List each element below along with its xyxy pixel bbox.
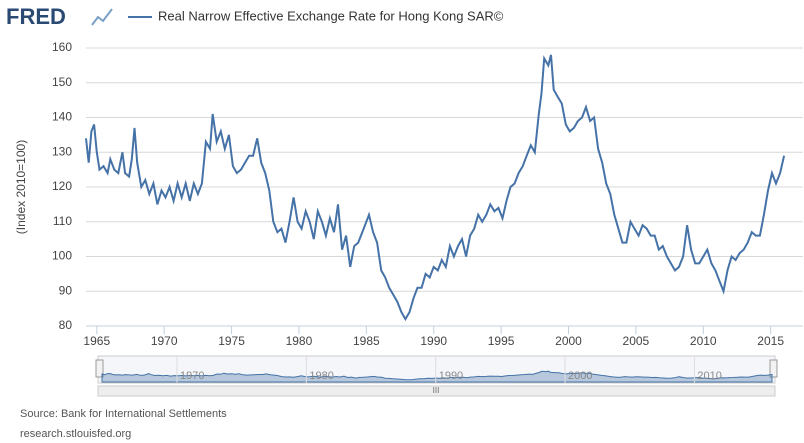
y-tick-label: 130 — [52, 144, 72, 158]
y-tick-label: 100 — [52, 249, 72, 263]
y-tick-label: 80 — [59, 318, 73, 332]
x-tick-label: 1975 — [218, 334, 245, 348]
y-tick-label: 90 — [59, 283, 73, 297]
navigator-tick-label: 2010 — [697, 370, 721, 382]
navigator-tick-label: 2000 — [568, 370, 592, 382]
x-tick-label: 1995 — [488, 334, 515, 348]
navigator-area — [101, 370, 773, 383]
navigator-tick-label: 1970 — [180, 370, 204, 382]
scrollbar-grip[interactable]: III — [433, 386, 440, 395]
x-tick-label: 2010 — [690, 334, 717, 348]
navigator-tick-label: 1990 — [439, 370, 463, 382]
series-line — [85, 54, 786, 322]
scrollbar[interactable] — [97, 385, 776, 397]
source-url: research.stlouisfed.org — [20, 428, 131, 440]
x-tick-label: 2000 — [555, 334, 582, 348]
x-tick-label: 2005 — [623, 334, 650, 348]
x-tick-label: 1965 — [83, 334, 110, 348]
legend-label: Real Narrow Effective Exchange Rate for … — [158, 8, 504, 23]
y-tick-label: 110 — [53, 214, 72, 228]
y-tick-label: 120 — [52, 179, 72, 193]
navigator-tick-label: 1980 — [309, 370, 333, 382]
x-tick-label: 1980 — [286, 334, 313, 348]
x-tick-label: 1970 — [151, 334, 178, 348]
navigator-handle[interactable] — [769, 359, 778, 378]
y-tick-label: 150 — [52, 75, 72, 89]
x-tick-label: 2015 — [757, 334, 784, 348]
y-axis-label: (Index 2010=100) — [14, 140, 28, 234]
x-tick-label: 1990 — [420, 334, 447, 348]
logo: FRED — [6, 4, 66, 29]
y-tick-label: 140 — [52, 110, 72, 124]
source: Source: Bank for International Settlemen… — [20, 408, 227, 420]
navigator-handle[interactable] — [95, 359, 104, 378]
x-tick-label: 1985 — [353, 334, 380, 348]
logo-icon — [91, 8, 113, 26]
y-tick-label: 160 — [52, 40, 72, 54]
